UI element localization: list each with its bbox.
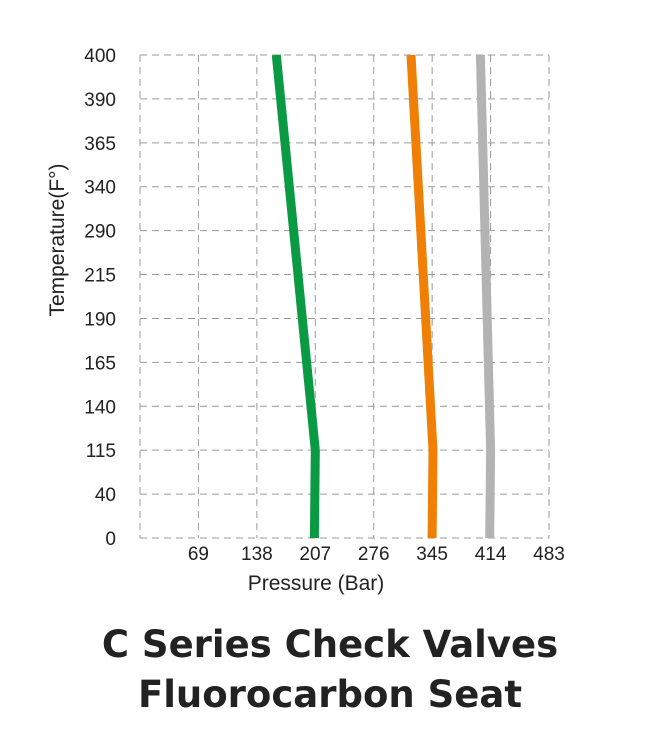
y-tick-label: 290 bbox=[84, 222, 116, 243]
x-tick-label: 138 bbox=[241, 544, 273, 565]
pressure-temperature-chart: 69 138 207 276 345 414 483 0 40 115 140 165 190 215 2… bbox=[46, 46, 565, 595]
y-tick-label: 0 bbox=[105, 529, 116, 550]
y-tick-label: 40 bbox=[95, 485, 116, 506]
x-tick-label: 414 bbox=[475, 544, 507, 565]
y-tick-label: 140 bbox=[84, 397, 116, 418]
y-tick-labels: 0 40 115 140 165 190 215 290 340 365 390 400 bbox=[84, 46, 116, 550]
y-axis-label: Temperature(F°) bbox=[46, 163, 69, 316]
x-tick-labels: 69 138 207 276 345 414 483 bbox=[188, 544, 565, 565]
series-line-2 bbox=[406, 54, 438, 539]
y-tick-label: 390 bbox=[84, 90, 116, 111]
y-tick-label: 340 bbox=[84, 178, 116, 199]
caption-title: C Series Check Valves bbox=[101, 623, 559, 666]
y-tick-label: 400 bbox=[84, 46, 116, 67]
y-tick-label: 115 bbox=[86, 441, 116, 462]
y-tick-label: 365 bbox=[84, 134, 116, 155]
x-axis-label: Pressure (Bar) bbox=[248, 572, 385, 595]
series-line-3 bbox=[475, 54, 496, 539]
x-tick-label: 345 bbox=[416, 544, 448, 565]
series-lines bbox=[271, 54, 496, 539]
x-tick-label: 69 bbox=[188, 544, 209, 565]
x-tick-label: 276 bbox=[358, 544, 390, 565]
caption-subtitle: Fluorocarbon Seat bbox=[137, 673, 523, 716]
y-tick-label: 190 bbox=[84, 309, 116, 330]
series-line-1 bbox=[271, 54, 320, 539]
y-tick-label: 215 bbox=[84, 266, 116, 287]
x-tick-label: 483 bbox=[533, 544, 565, 565]
y-tick-label: 165 bbox=[84, 353, 116, 374]
x-tick-label: 207 bbox=[299, 544, 331, 565]
